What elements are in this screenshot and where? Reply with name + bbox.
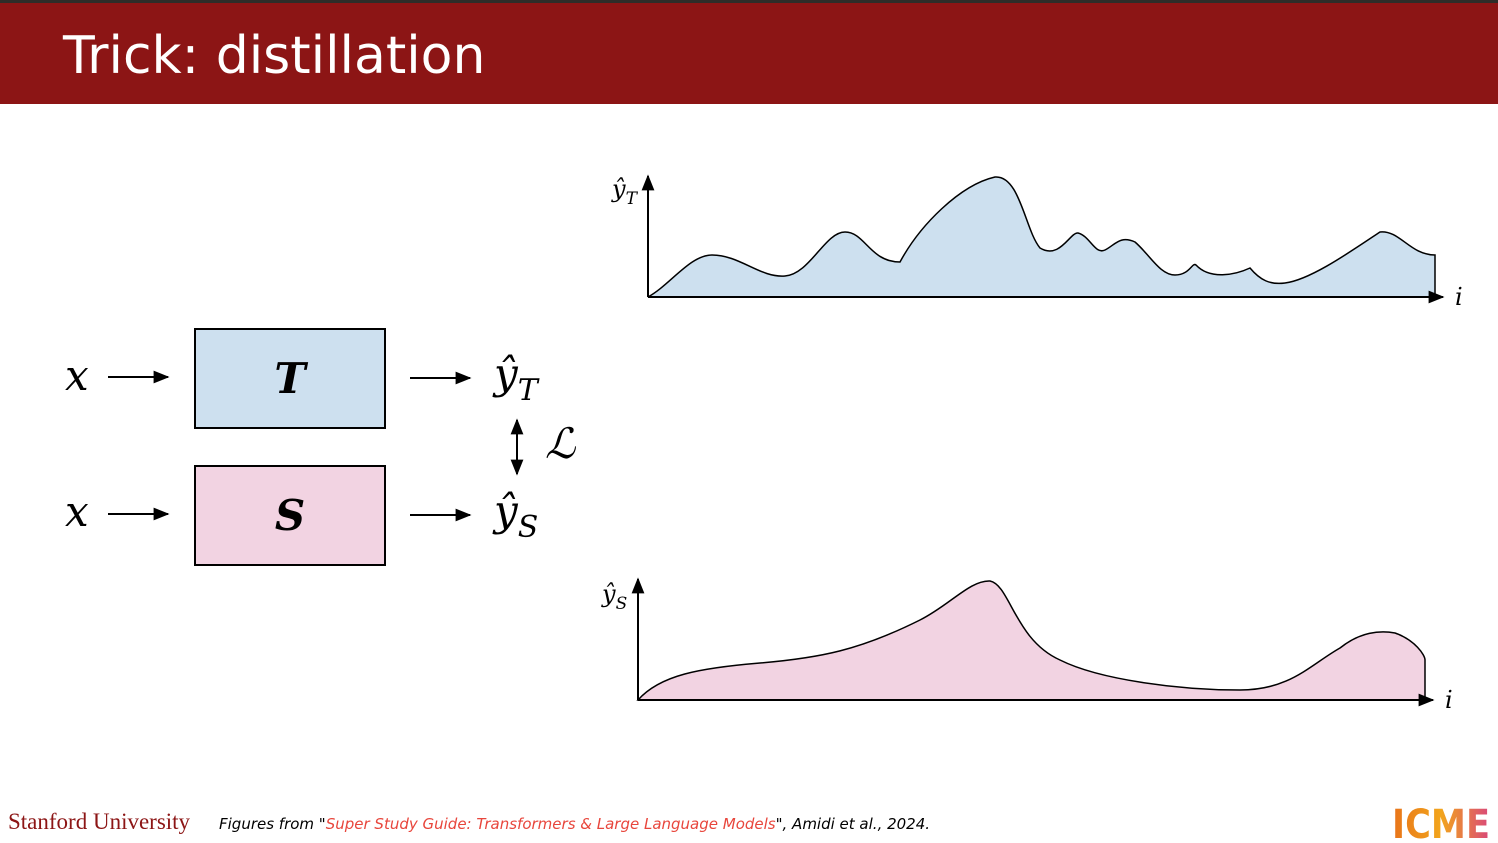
teacher-curve — [647, 176, 1436, 298]
subscript: T — [518, 373, 540, 408]
teacher-plot: ŷT i — [611, 174, 1463, 311]
slide-title: Trick: distillation — [62, 26, 485, 86]
credit-link[interactable]: Super Study Guide: Transformers & Large … — [326, 815, 776, 833]
subscript: T — [626, 189, 639, 209]
top-rule — [0, 0, 1498, 3]
credit-prefix: Figures from " — [219, 815, 326, 833]
loss-label: ℒ — [545, 419, 576, 468]
teacher-input: x — [65, 351, 89, 400]
subscript: S — [518, 510, 539, 545]
x-axis-label: i — [1455, 283, 1463, 311]
subscript: S — [616, 594, 628, 614]
credit-suffix: ", Amidi et al., 2024. — [776, 815, 930, 833]
teacher-output: ŷT — [492, 349, 540, 408]
student-plot: ŷS i — [601, 577, 1453, 714]
diagram: x T ŷT ℒ x S ŷS — [65, 328, 576, 566]
symbol: ŷ — [601, 580, 616, 608]
symbol: ŷ — [611, 175, 626, 203]
student-input: x — [65, 487, 89, 536]
symbol: ŷ — [492, 486, 519, 535]
student-label: S — [275, 491, 305, 540]
y-axis-label: ŷT — [611, 175, 639, 209]
student-box — [194, 465, 386, 566]
institution: Stanford University — [8, 809, 191, 834]
credit: Figures from "Super Study Guide: Transfo… — [219, 815, 930, 833]
teacher-box — [194, 328, 386, 429]
logo: ICME — [1392, 802, 1490, 843]
y-axis-label: ŷS — [601, 580, 627, 614]
symbol: ŷ — [492, 349, 519, 398]
teacher-label: T — [274, 354, 308, 403]
student-curve — [636, 580, 1426, 701]
x-axis-label: i — [1445, 686, 1453, 714]
student-output: ŷS — [492, 486, 538, 545]
header-banner — [0, 3, 1498, 104]
